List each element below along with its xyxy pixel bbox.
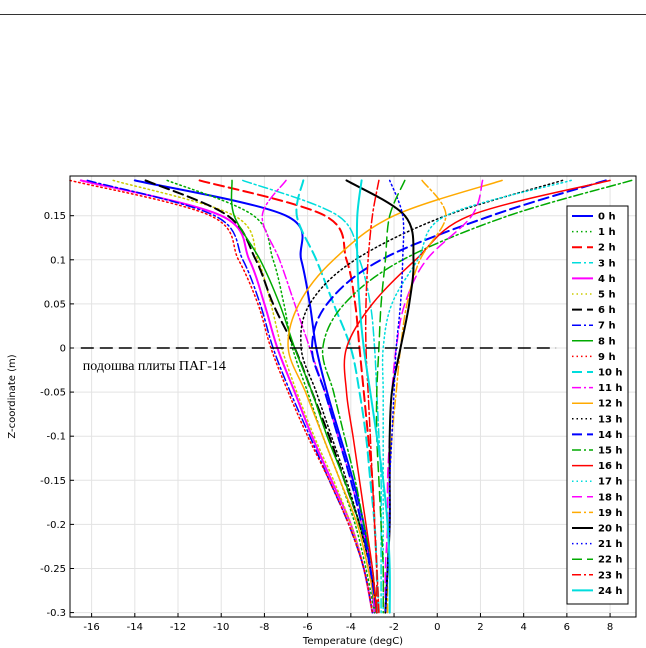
- series-line-12h: [287, 179, 503, 614]
- x-tick-label: -2: [389, 622, 399, 633]
- series-line-24h: [355, 179, 391, 614]
- x-axis-label: Temperature (degC): [302, 636, 403, 647]
- x-tick-label: 2: [477, 622, 483, 633]
- x-tick-label: 4: [520, 622, 526, 633]
- legend-label: 21 h: [598, 539, 623, 550]
- legend-label: 15 h: [598, 446, 623, 457]
- legend-label: 17 h: [598, 477, 623, 488]
- series-line-17h: [381, 179, 572, 614]
- series-line-8h: [230, 179, 376, 614]
- y-tick-label: 0.15: [44, 211, 66, 222]
- x-tick-label: -16: [83, 622, 99, 633]
- legend-label: 6 h: [598, 305, 616, 316]
- series-line-16h: [343, 179, 611, 614]
- legend-label: 3 h: [598, 258, 616, 269]
- legend-label: 12 h: [598, 399, 623, 410]
- x-tick-label: -12: [170, 622, 186, 633]
- legend-label: 19 h: [598, 508, 623, 519]
- series-line-1h: [166, 179, 376, 614]
- series-line-7h: [86, 179, 374, 614]
- legend-label: 4 h: [598, 274, 616, 285]
- legend-label: 2 h: [598, 243, 616, 254]
- legend-label: 13 h: [598, 414, 623, 425]
- x-tick-label: 6: [564, 622, 570, 633]
- legend-label: 18 h: [598, 492, 623, 503]
- y-axis-label: Z-coordinate (m): [7, 354, 18, 438]
- y-tick-label: -0.1: [46, 432, 66, 443]
- legend-label: 14 h: [598, 430, 623, 441]
- legend-label: 1 h: [598, 227, 616, 238]
- plot-frame: [69, 175, 637, 618]
- x-tick-label: -10: [213, 622, 229, 633]
- series-line-9h: [69, 179, 374, 614]
- y-tick-label: -0.15: [40, 476, 66, 487]
- legend-label: 22 h: [598, 555, 623, 566]
- y-tick-label: -0.2: [46, 520, 66, 531]
- y-tick-label: -0.05: [40, 388, 66, 399]
- legend-label: 7 h: [598, 321, 616, 332]
- legend-label: 24 h: [598, 586, 623, 597]
- legend-label: 23 h: [598, 570, 623, 581]
- series-line-22h: [375, 179, 406, 614]
- legend: 0 h 1 h 2 h 3 h 4 h 5 h 6 h 7 h 8 h 9 h 10 h 11 h 12…: [566, 205, 629, 605]
- series-line-14h: [310, 179, 607, 614]
- legend-label: 8 h: [598, 336, 616, 347]
- legend-label: 20 h: [598, 524, 623, 535]
- series-line-15h: [321, 179, 633, 614]
- y-tick-label: 0.05: [44, 299, 66, 310]
- legend-label: 16 h: [598, 461, 623, 472]
- legend-label: 5 h: [598, 290, 616, 301]
- legend-label: 11 h: [598, 383, 623, 394]
- plot-lines: [69, 179, 633, 614]
- series-line-0h: [133, 179, 376, 614]
- x-tick-label: -6: [303, 622, 313, 633]
- series-line-23h: [364, 179, 380, 614]
- annotation-text: подошва плиты ПАГ-14: [83, 359, 226, 374]
- x-tick-label: -8: [259, 622, 269, 633]
- x-tick-label: 0: [434, 622, 440, 633]
- y-tick-label: 0.1: [50, 255, 66, 266]
- x-tick-label: -14: [127, 622, 143, 633]
- x-tick-label: -4: [346, 622, 356, 633]
- y-tick-label: -0.3: [46, 608, 66, 619]
- top-rule: [0, 14, 646, 15]
- axis-ticks: -16 -14 -12 -10 -8 -6 -4 -2 0 2 4 6 8 0.15 0.1 0.05 0 -0.…: [40, 211, 613, 633]
- y-tick-label: 0: [60, 343, 66, 354]
- legend-label: 9 h: [598, 352, 616, 363]
- y-tick-label: -0.25: [40, 564, 66, 575]
- x-tick-label: 8: [607, 622, 613, 633]
- series-line-13h: [300, 179, 564, 614]
- series-line-11h: [261, 179, 376, 614]
- series-line-6h: [144, 179, 378, 614]
- legend-box: [566, 205, 629, 605]
- series-line-5h: [112, 179, 374, 614]
- legend-label: 10 h: [598, 368, 623, 379]
- legend-label: 0 h: [598, 212, 616, 223]
